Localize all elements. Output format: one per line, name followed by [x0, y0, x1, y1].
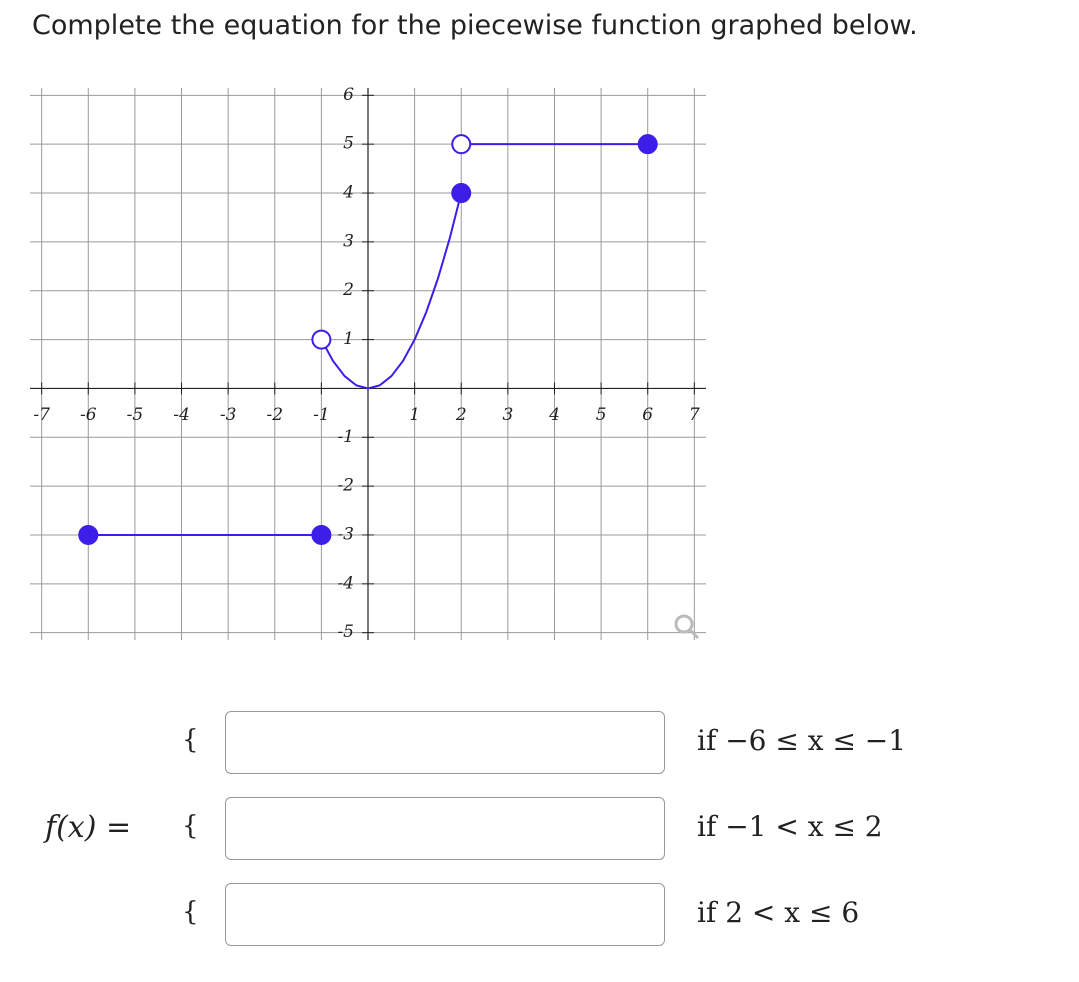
y-tick-label: -3 [337, 524, 354, 544]
condition: if −1 < x ≤ 2 [697, 810, 883, 843]
x-tick-label: -7 [33, 405, 50, 425]
y-tick-label: 3 [343, 231, 354, 251]
y-tick-label: 2 [342, 280, 354, 300]
answer-input[interactable] [225, 711, 665, 774]
y-tick-label: -4 [337, 573, 354, 593]
function-piece [320, 192, 463, 390]
zoom-icon[interactable] [674, 614, 700, 640]
x-tick-label: 7 [689, 405, 700, 425]
x-tick-label: -5 [127, 405, 144, 425]
brace: { [182, 725, 199, 755]
open-endpoint [451, 134, 472, 155]
x-tick-label: -3 [220, 405, 237, 425]
y-tick-label: 5 [343, 134, 354, 154]
y-tick-label: -5 [337, 622, 354, 642]
brace: { [182, 811, 199, 841]
condition: if −6 ≤ x ≤ −1 [697, 724, 907, 757]
closed-endpoint [311, 524, 332, 545]
closed-endpoint [451, 183, 472, 204]
y-tick-label: 1 [343, 329, 354, 349]
function-label: f(x) = [45, 810, 132, 845]
closed-endpoint [637, 134, 658, 155]
y-tick-label: 6 [343, 85, 354, 105]
graph: -7 -6 -5 -4 -3 -2 -1 1 2 3 4 5 6 7 -5 -4 -3 -2 -1 1 2 3 4 5 6 [30, 85, 706, 642]
closed-endpoint [78, 524, 99, 545]
x-tick-label: -4 [173, 405, 190, 425]
brace: { [182, 897, 199, 927]
plot: -7 -6 -5 -4 -3 -2 -1 1 2 3 4 5 6 7 -5 -4 -3 -2 -1 1 2 3 4 5 6 [30, 85, 706, 642]
x-tick-label: -2 [266, 405, 283, 425]
answer-input[interactable] [225, 797, 665, 860]
x-tick-label: 2 [455, 405, 467, 425]
condition: if 2 < x ≤ 6 [697, 896, 860, 929]
x-tick-label: 4 [548, 405, 560, 425]
y-tick-label: -2 [337, 476, 354, 496]
question: Complete the equation for the piecewise … [32, 10, 918, 41]
x-tick-label: -1 [313, 405, 330, 425]
x-tick-label: 5 [596, 405, 607, 425]
answer-input[interactable] [225, 883, 665, 946]
x-tick-label: 3 [502, 405, 513, 425]
x-tick-label: -6 [80, 405, 97, 425]
y-tick-label: 4 [342, 183, 354, 203]
open-endpoint [311, 329, 332, 350]
y-tick-label: -1 [337, 427, 354, 447]
x-tick-label: 1 [409, 405, 420, 425]
x-tick-label: 6 [642, 405, 653, 425]
